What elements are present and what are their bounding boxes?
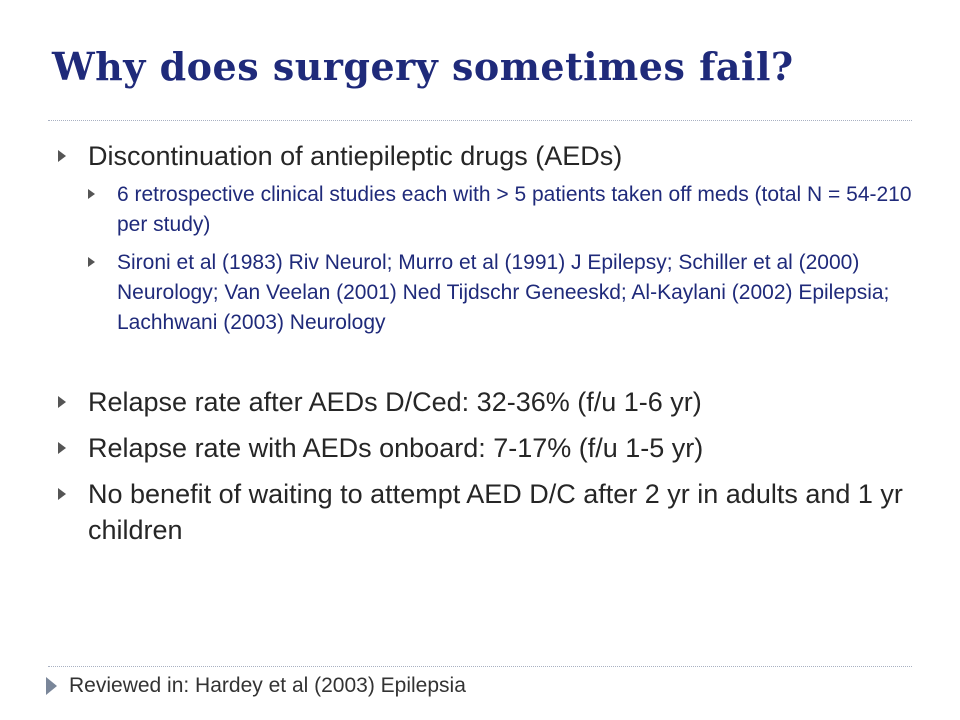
sub-bullet-text: 6 retrospective clinical studies each wi… bbox=[117, 183, 912, 236]
bullet-arrow-icon bbox=[58, 488, 66, 500]
sub-bullet-text: Sironi et al (1983) Riv Neurol; Murro et… bbox=[117, 251, 890, 334]
bullet-list: Discontinuation of antiepileptic drugs (… bbox=[58, 138, 928, 548]
bullet-text: Discontinuation of antiepileptic drugs (… bbox=[88, 141, 623, 171]
sub-bullet-arrow-icon bbox=[88, 257, 95, 267]
bullet-arrow-icon bbox=[58, 442, 66, 454]
bullet-item: Discontinuation of antiepileptic drugs (… bbox=[58, 138, 928, 174]
sub-bullet-arrow-icon bbox=[88, 189, 95, 199]
slide-footer: Reviewed in: Hardey et al (2003) Epileps… bbox=[46, 674, 466, 698]
bullet-text: Relapse rate after AEDs D/Ced: 32-36% (f… bbox=[88, 387, 702, 417]
bullet-arrow-icon bbox=[58, 396, 66, 408]
bullet-item: No benefit of waiting to attempt AED D/C… bbox=[58, 476, 928, 548]
sub-bullet-item: Sironi et al (1983) Riv Neurol; Murro et… bbox=[88, 248, 928, 338]
footer-arrow-icon bbox=[46, 677, 57, 695]
title-divider bbox=[48, 120, 912, 121]
bullet-item: Relapse rate with AEDs onboard: 7-17% (f… bbox=[58, 430, 928, 466]
bullet-text: Relapse rate with AEDs onboard: 7-17% (f… bbox=[88, 433, 704, 463]
slide-title: Why does surgery sometimes fail? bbox=[52, 44, 794, 89]
sub-bullet-item: 6 retrospective clinical studies each wi… bbox=[88, 180, 928, 240]
bullet-arrow-icon bbox=[58, 150, 66, 162]
bullet-item: Relapse rate after AEDs D/Ced: 32-36% (f… bbox=[58, 384, 928, 420]
bullet-text: No benefit of waiting to attempt AED D/C… bbox=[88, 479, 903, 545]
footer-reference: Reviewed in: Hardey et al (2003) Epileps… bbox=[69, 674, 466, 697]
footer-divider bbox=[48, 666, 912, 667]
